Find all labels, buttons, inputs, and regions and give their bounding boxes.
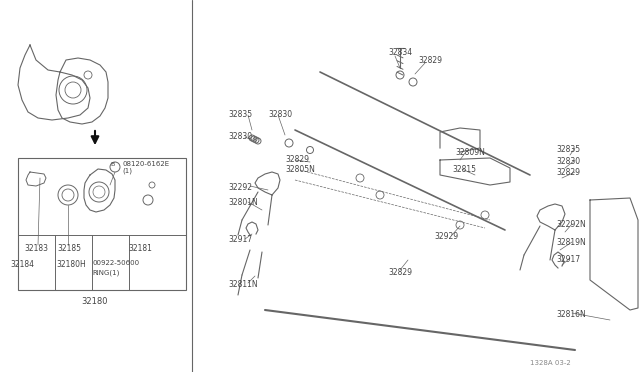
Text: (1): (1)	[122, 168, 132, 174]
Text: 32185: 32185	[57, 244, 81, 253]
Text: 32834: 32834	[388, 48, 412, 57]
Text: RING(1): RING(1)	[92, 270, 120, 276]
Text: 32829: 32829	[388, 268, 412, 277]
Text: 32811N: 32811N	[228, 280, 258, 289]
Text: 32292N: 32292N	[556, 220, 586, 229]
Text: 32830: 32830	[228, 132, 252, 141]
Text: 32184: 32184	[10, 260, 34, 269]
Text: 32835: 32835	[556, 145, 580, 154]
Text: 32181: 32181	[128, 244, 152, 253]
Text: 32815: 32815	[452, 165, 476, 174]
Text: 32830: 32830	[268, 110, 292, 119]
Text: 32183: 32183	[24, 244, 48, 253]
Text: B: B	[110, 161, 114, 167]
Text: 32180: 32180	[82, 297, 108, 306]
Text: 32805N: 32805N	[285, 165, 315, 174]
Text: 32819N: 32819N	[556, 238, 586, 247]
Text: 32830: 32830	[556, 157, 580, 166]
Text: 32835: 32835	[228, 110, 252, 119]
Text: 32929: 32929	[434, 232, 458, 241]
Text: 32829: 32829	[285, 155, 309, 164]
Text: 32180H: 32180H	[56, 260, 86, 269]
Text: 32816N: 32816N	[556, 310, 586, 319]
Text: 32829: 32829	[418, 56, 442, 65]
Text: 32292: 32292	[228, 183, 252, 192]
Text: 32829: 32829	[556, 168, 580, 177]
Text: 32801N: 32801N	[228, 198, 258, 207]
Text: 08120-6162E: 08120-6162E	[122, 161, 169, 167]
Text: 00922-50600: 00922-50600	[92, 260, 139, 266]
Bar	[18, 158, 186, 290]
Text: 32809N: 32809N	[455, 148, 485, 157]
Text: 32917: 32917	[228, 235, 252, 244]
Text: 32917: 32917	[556, 255, 580, 264]
Text: 1328A 03-2: 1328A 03-2	[530, 360, 571, 366]
